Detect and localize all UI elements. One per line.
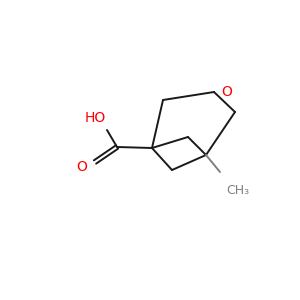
Text: O: O [76,160,87,174]
Text: O: O [221,85,232,99]
Text: CH₃: CH₃ [226,184,249,197]
Text: HO: HO [84,111,106,125]
